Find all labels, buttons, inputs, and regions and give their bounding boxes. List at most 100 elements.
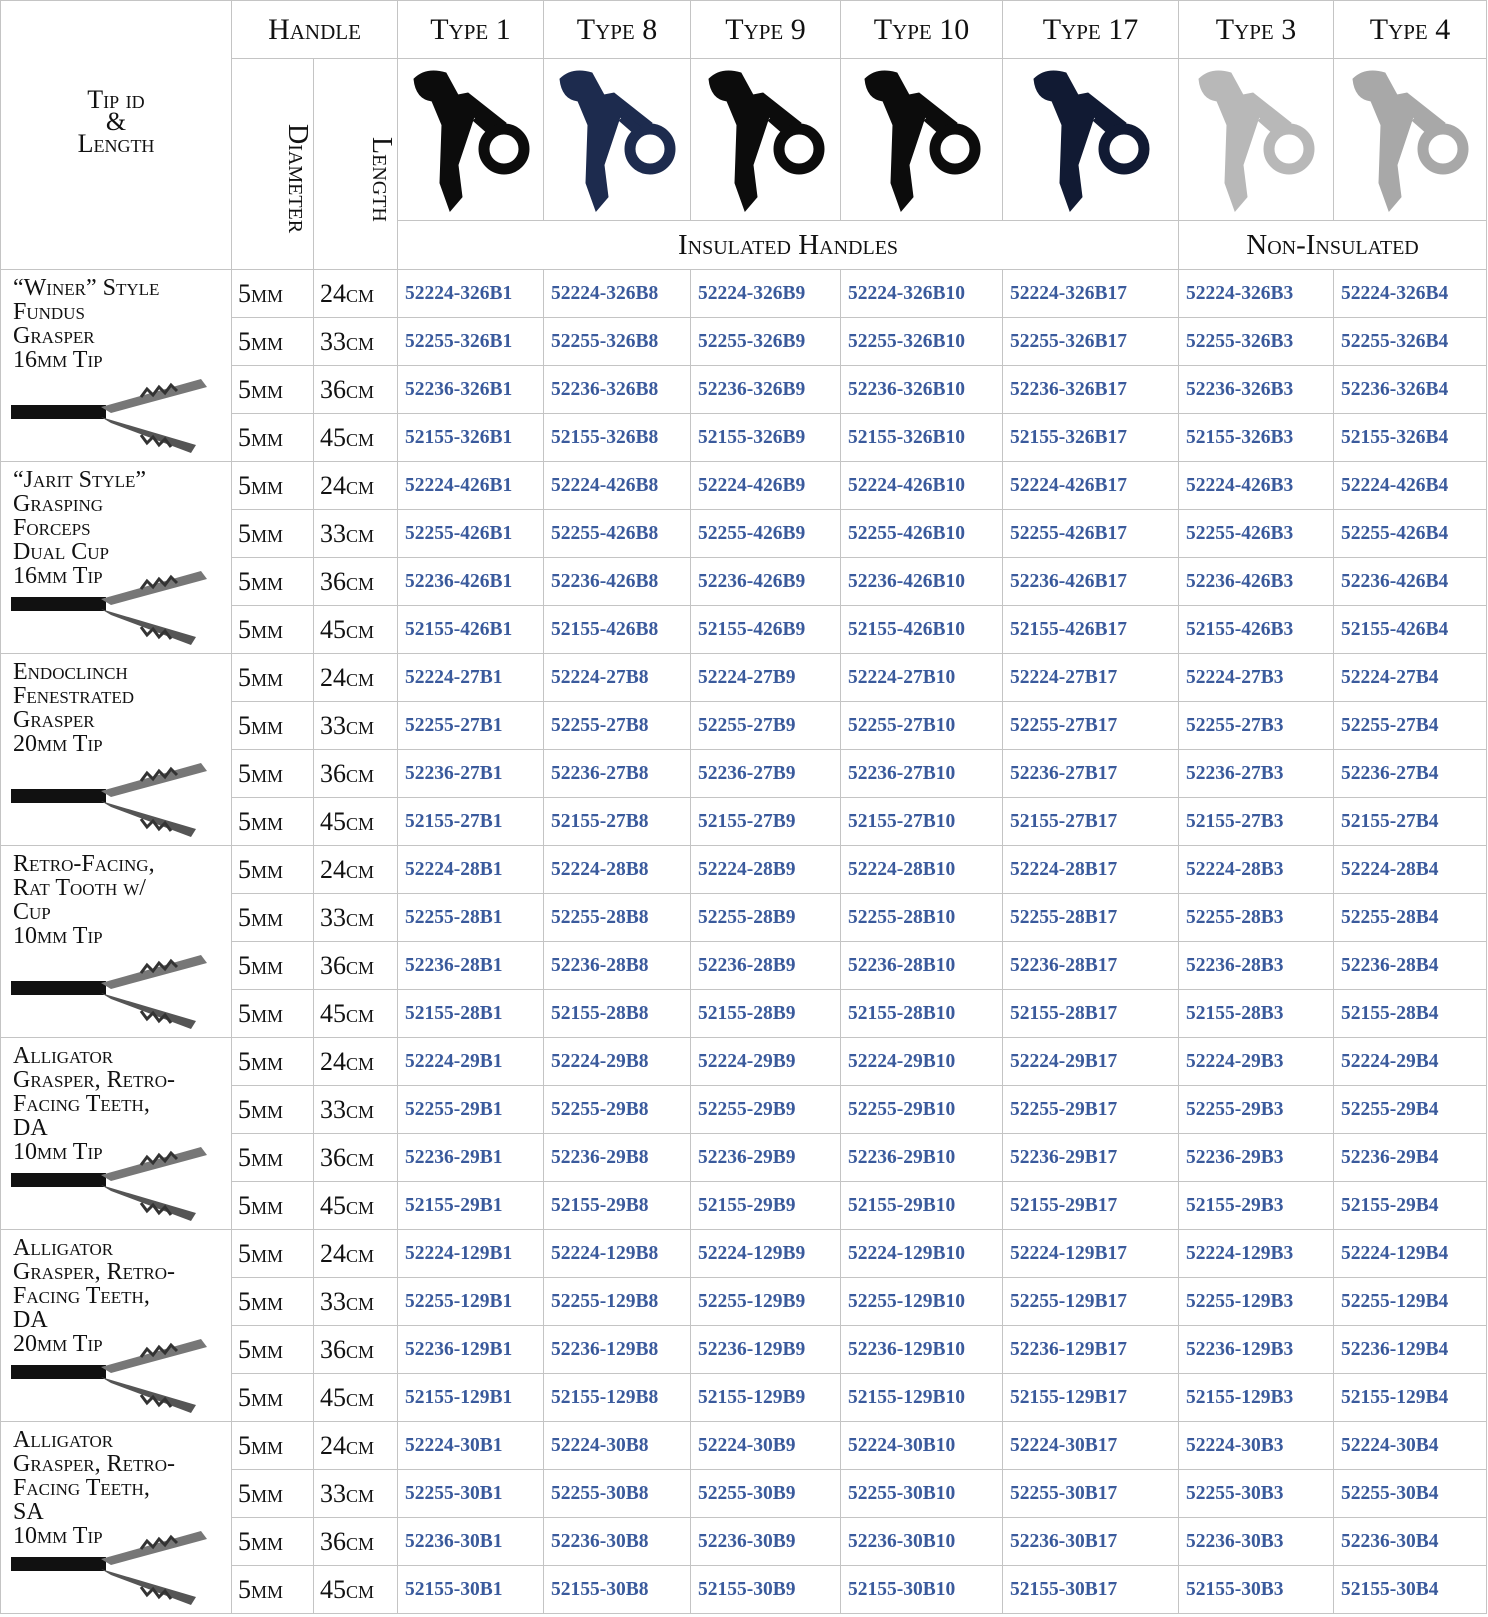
length: 33cm: [312, 701, 399, 750]
part-number: 52224-426B17: [1002, 461, 1180, 510]
part-number: 52155-28B10: [840, 989, 1004, 1038]
part-number: 52255-28B10: [840, 893, 1004, 942]
handle-image: [559, 70, 676, 212]
header-row: Tip id & Length Handle Type 1 Type 8 Type 9 Typ…: [0, 0, 1488, 270]
part-number: 52255-326B9: [690, 317, 842, 366]
length: 33cm: [312, 1277, 399, 1326]
part-row: 5mm 36cm 52236-30B1 52236-30B8 52236-30B9 522…: [1, 1517, 1488, 1566]
tip-label-line: Facing Teeth,: [13, 1283, 150, 1309]
part-number: 52255-30B3: [1178, 1469, 1335, 1518]
tip-image: [11, 1147, 207, 1221]
tip-label-line: Alligator: [13, 1235, 114, 1261]
part-number: 52155-426B3: [1178, 605, 1335, 654]
diameter: 5mm: [231, 1373, 314, 1422]
part-number: 52155-27B8: [543, 797, 692, 846]
part-number: 52224-426B4: [1333, 461, 1488, 510]
part-number: 52236-326B9: [690, 365, 842, 414]
diameter: 5mm: [231, 269, 314, 318]
length-header: Length: [312, 58, 399, 270]
diameter: 5mm: [231, 1037, 314, 1086]
tip-label-line: DA: [13, 1115, 48, 1141]
length: 24cm: [312, 1229, 399, 1278]
part-number: 52255-426B1: [397, 509, 545, 558]
part-number: 52224-27B17: [1002, 653, 1180, 702]
part-row: “Jarit Style” Grasping Forceps Dual Cup 16mm…: [0, 461, 1488, 654]
part-number: 52255-27B9: [690, 701, 842, 750]
tip-label-line: Retro-Facing,: [13, 851, 155, 877]
tip-label-line: Rat Tooth w/: [13, 875, 146, 901]
tip-label-line: Facing Teeth,: [13, 1091, 150, 1117]
tip-label-line: 10mm Tip: [13, 923, 103, 949]
diameter: 5mm: [231, 605, 314, 654]
part-number: 52236-30B17: [1002, 1517, 1180, 1566]
tip-image: [11, 571, 207, 645]
part-number: 52236-30B1: [397, 1517, 545, 1566]
part-number: 52236-426B1: [397, 557, 545, 606]
part-row: 5mm 45cm 52155-30B1 52155-30B8 52155-30B9 521…: [1, 1565, 1488, 1614]
part-number: 52155-30B3: [1178, 1565, 1335, 1614]
part-number: 52255-29B10: [840, 1085, 1004, 1134]
part-row: 5mm 45cm 52155-129B1 52155-129B8 52155-129B9…: [1, 1373, 1488, 1422]
part-number: 52224-326B4: [1333, 269, 1488, 318]
part-number: 52236-30B4: [1333, 1517, 1488, 1566]
part-number: 52255-426B8: [543, 509, 692, 558]
part-number: 52236-27B10: [840, 749, 1004, 798]
length: 24cm: [312, 1037, 399, 1086]
diameter: 5mm: [231, 1421, 314, 1470]
part-number: 52155-27B17: [1002, 797, 1180, 846]
part-number: 52255-29B9: [690, 1085, 842, 1134]
part-number: 52236-129B8: [543, 1325, 692, 1374]
part-number: 52155-129B10: [840, 1373, 1004, 1422]
part-number: 52155-29B8: [543, 1181, 692, 1230]
tip-label-line: Alligator: [13, 1043, 114, 1069]
part-number: 52155-30B1: [397, 1565, 545, 1614]
part-number: 52155-28B9: [690, 989, 842, 1038]
handle-image: [863, 70, 981, 212]
diameter: 5mm: [231, 557, 314, 606]
length: 36cm: [312, 557, 399, 606]
part-number: 52224-28B4: [1333, 845, 1488, 894]
part-number: 52236-28B9: [690, 941, 842, 990]
diameter: 5mm: [231, 1277, 314, 1326]
part-number: 52224-426B8: [543, 461, 692, 510]
part-number: 52236-129B4: [1333, 1325, 1488, 1374]
part-number: 52255-426B10: [840, 509, 1004, 558]
tip-label-line: Grasping: [13, 491, 104, 517]
type-header: Type 1: [397, 0, 545, 59]
part-number: 52255-30B9: [690, 1469, 842, 1518]
part-row: 5mm 33cm 52255-326B1 52255-326B8 52255-326B9…: [1, 317, 1488, 366]
part-number: 52255-28B4: [1333, 893, 1488, 942]
diameter: 5mm: [231, 1229, 314, 1278]
part-number: 52224-27B4: [1333, 653, 1488, 702]
part-number: 52155-29B17: [1002, 1181, 1180, 1230]
part-number: 52224-28B3: [1178, 845, 1335, 894]
part-number: 52224-326B8: [543, 269, 692, 318]
part-number: 52255-129B4: [1333, 1277, 1488, 1326]
tip-label-line: Forceps: [13, 515, 91, 541]
part-number: 52236-27B17: [1002, 749, 1180, 798]
part-row: 5mm 45cm 52155-29B1 52155-29B8 52155-29B9 521…: [1, 1181, 1488, 1230]
handle-image-cell: [397, 58, 545, 221]
part-number: 52236-426B3: [1178, 557, 1335, 606]
part-number: 52155-29B4: [1333, 1181, 1488, 1230]
tip-image: [11, 1339, 207, 1413]
part-number: 52236-27B1: [397, 749, 545, 798]
part-number: 52255-326B1: [397, 317, 545, 366]
part-number: 52155-28B1: [397, 989, 545, 1038]
part-number: 52155-426B1: [397, 605, 545, 654]
part-number: 52255-129B10: [840, 1277, 1004, 1326]
length: 45cm: [312, 1181, 399, 1230]
part-number: 52224-30B3: [1178, 1421, 1335, 1470]
part-number: 52155-326B1: [397, 413, 545, 462]
diameter: 5mm: [231, 653, 314, 702]
tip-label-line: Facing Teeth,: [13, 1475, 150, 1501]
part-number: 52155-27B9: [690, 797, 842, 846]
tip-label: Retro-Facing, Rat Tooth w/Cup 10mm Tip: [0, 845, 232, 1038]
type-header: Type 3: [1178, 0, 1335, 59]
part-number: 52224-426B1: [397, 461, 545, 510]
part-number: 52155-326B10: [840, 413, 1004, 462]
tip-label: Alligator Grasper, Retro- Facing Teeth, DA 2…: [0, 1229, 232, 1422]
part-number: 52236-28B10: [840, 941, 1004, 990]
tip-label-line: DA: [13, 1307, 48, 1333]
part-number: 52236-27B3: [1178, 749, 1335, 798]
